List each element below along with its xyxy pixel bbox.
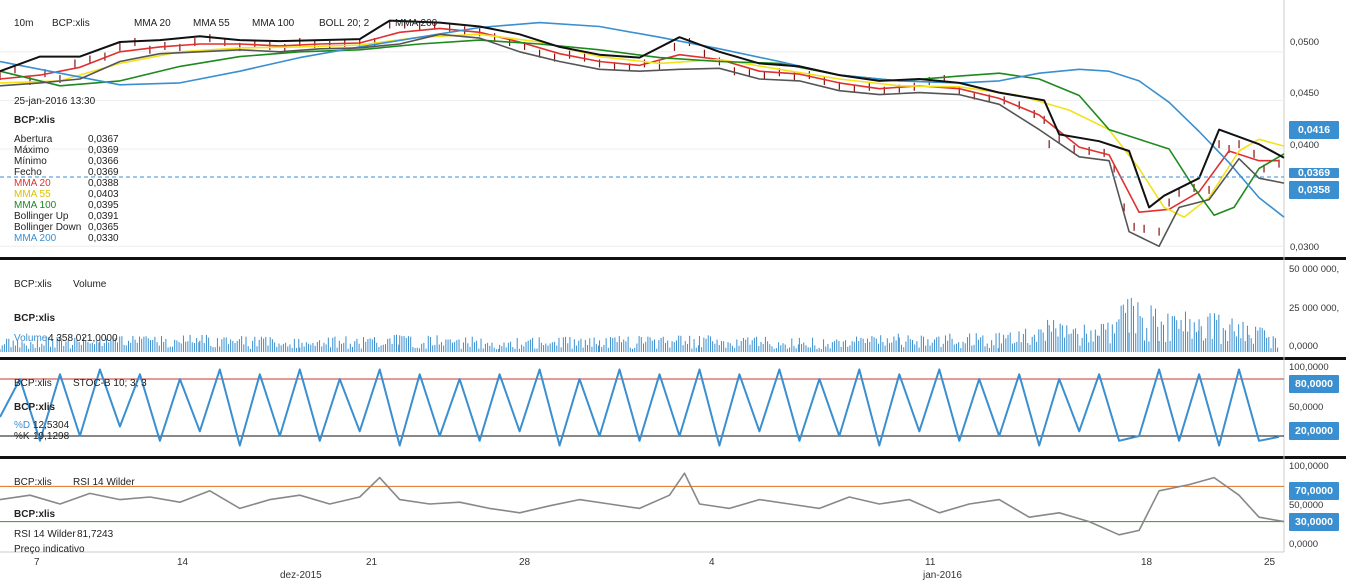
stoch-tick-50: 50,0000 [1289, 402, 1324, 413]
info-row: Mínimo 0,0366 [14, 156, 119, 167]
info-row-name: MMA 20 [14, 178, 51, 189]
price-low-badge: 0,0358 [1289, 181, 1339, 199]
panel-separator [0, 357, 1346, 360]
x-tick-21: 21 [366, 557, 378, 568]
volume-tick-25m: 25 000 000, [1289, 303, 1340, 314]
rsi-30-badge: 30,0000 [1289, 513, 1339, 531]
x-tick-11: 11 [925, 557, 936, 568]
x-tick-18: 18 [1141, 557, 1153, 568]
info-row: Bollinger Up 0,0391 [14, 211, 119, 222]
volume-symbol-2: BCP:xlis [14, 313, 56, 324]
info-row-name: Máximo [14, 145, 50, 156]
rsi-symbol: BCP:xlis [14, 477, 52, 488]
info-row-value: 0,0366 [88, 156, 119, 167]
stoch-k-label: %K [14, 431, 30, 442]
stoch-symbol: BCP:xlis [14, 378, 52, 389]
x-tick-14: 14 [177, 557, 189, 568]
info-row-name: MMA 200 [14, 233, 57, 244]
info-row: MMA 55 0,0403 [14, 189, 119, 200]
series-line--k [0, 368, 1280, 447]
info-row-value: 0,0395 [88, 200, 119, 211]
panel-separator [0, 257, 1346, 260]
info-row-value: 0,0369 [88, 145, 119, 156]
series-line-mma-55 [0, 33, 1285, 218]
rsi-tick-0: 0,0000 [1289, 539, 1319, 550]
indicator-mma20[interactable]: MMA 20 [134, 18, 171, 29]
price-tick-0500: 0,0500 [1290, 37, 1320, 48]
volume-readout-value: 4 358 021,0000 [48, 333, 118, 344]
rsi-readout-label: RSI 14 Wilder [14, 529, 76, 540]
info-row-value: 0,0330 [88, 233, 119, 244]
stoch-80-badge: 80,0000 [1289, 375, 1339, 393]
stoch-tick-100: 100,0000 [1289, 362, 1329, 373]
x-tick-7: 7 [34, 557, 40, 568]
indicator-mma200[interactable]: MMA 200 [395, 18, 438, 29]
rsi-note: Preço indicativo [14, 544, 85, 555]
info-row-name: Abertura [14, 134, 53, 145]
info-row-value: 0,0367 [88, 134, 119, 145]
price-last-badge: 0,0369 [1289, 168, 1339, 178]
x-month-jan: jan-2016 [923, 570, 962, 581]
info-row: Bollinger Down 0,0365 [14, 222, 119, 233]
price-tick-0400: 0,0400 [1290, 140, 1320, 151]
rsi-tick-100: 100,0000 [1289, 461, 1329, 472]
volume-readout-label: Volume [14, 333, 48, 344]
info-row: MMA 200 0,0330 [14, 233, 119, 244]
stoch-k-value: 19,1298 [33, 431, 70, 442]
series-line-mma-20 [0, 27, 1279, 213]
info-symbol: BCP:xlis [14, 115, 56, 126]
series-line-bollinger-down [0, 33, 1285, 248]
x-tick-25: 25 [1264, 557, 1276, 568]
info-row-value: 0,0369 [88, 167, 119, 178]
stoch-d-value: 12,5304 [33, 420, 70, 431]
info-row-value: 0,0365 [88, 222, 119, 233]
stoch-symbol-2: BCP:xlis [14, 402, 56, 413]
info-row: MMA 100 0,0395 [14, 200, 119, 211]
volume-tick-50m: 50 000 000, [1289, 264, 1340, 275]
info-row-value: 0,0403 [88, 189, 119, 200]
indicator-mma100[interactable]: MMA 100 [252, 18, 295, 29]
indicator-boll[interactable]: BOLL 20; 2 [319, 18, 370, 29]
info-row-name: Fecho [14, 167, 42, 178]
x-tick-4: 4 [709, 557, 715, 568]
series-line-mma-100 [0, 39, 1285, 216]
rsi-70-badge: 70,0000 [1289, 482, 1339, 500]
indicator-mma55[interactable]: MMA 55 [193, 18, 230, 29]
info-row-name: Bollinger Down [14, 222, 82, 233]
series-line-mma-200 [0, 21, 1285, 218]
rsi-symbol-2: BCP:xlis [14, 509, 56, 520]
price-tick-0300: 0,0300 [1290, 242, 1320, 253]
x-month-dec: dez-2015 [280, 570, 322, 581]
info-row-name: MMA 55 [14, 189, 51, 200]
stoch-d-label: %D [14, 420, 31, 431]
info-datetime: 25-jan-2016 13:30 [14, 96, 96, 107]
stoch-title: STOC-B 10; 3; 3 [73, 378, 147, 389]
info-row: MMA 20 0,0388 [14, 178, 119, 189]
series-line-bollinger-up [0, 19, 1285, 209]
symbol-label[interactable]: BCP:xlis [52, 18, 90, 29]
panel-separator [0, 456, 1346, 459]
info-row-name: MMA 100 [14, 200, 57, 211]
stoch-20-badge: 20,0000 [1289, 422, 1339, 440]
rsi-tick-50: 50,0000 [1289, 500, 1324, 511]
info-row-value: 0,0391 [88, 211, 119, 222]
info-row-name: Bollinger Up [14, 211, 69, 222]
info-row-value: 0,0388 [88, 178, 119, 189]
rsi-readout-value: 81,7243 [77, 529, 114, 540]
info-row: Abertura 0,0367 [14, 134, 119, 145]
interval-label[interactable]: 10m [14, 18, 34, 29]
x-tick-28: 28 [519, 557, 531, 568]
info-row: Fecho 0,0369 [14, 167, 119, 178]
info-row: Máximo 0,0369 [14, 145, 119, 156]
series-line-rsi-14-wilder [0, 472, 1285, 536]
price-high-badge: 0,0416 [1289, 121, 1339, 139]
volume-title: Volume [73, 279, 107, 290]
volume-tick-0: 0,0000 [1289, 341, 1319, 352]
rsi-title: RSI 14 Wilder [73, 477, 135, 488]
info-row-name: Mínimo [14, 156, 47, 167]
volume-symbol: BCP:xlis [14, 279, 52, 290]
price-tick-0450: 0,0450 [1290, 88, 1320, 99]
